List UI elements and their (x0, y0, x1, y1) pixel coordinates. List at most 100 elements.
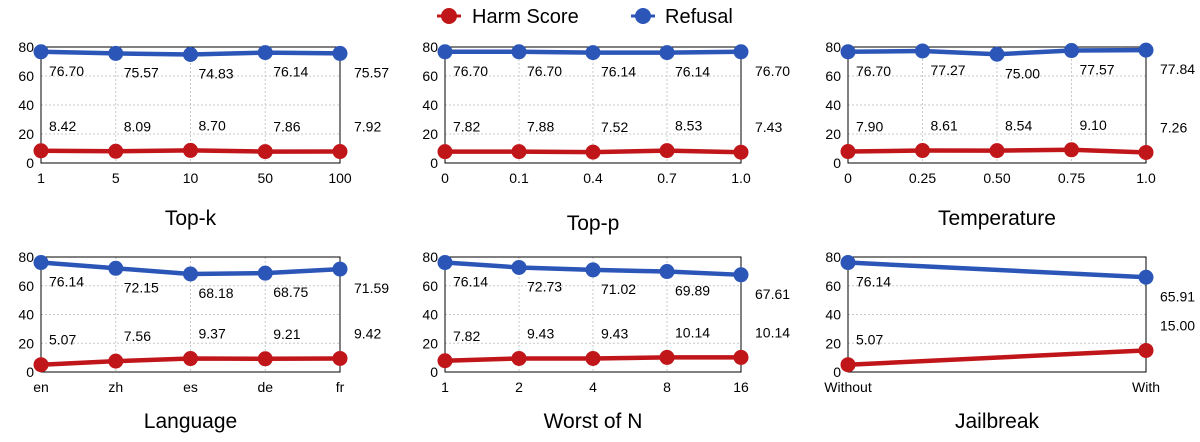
plot-frame (847, 256, 1147, 373)
data-point (183, 351, 198, 367)
data-label: 76.70 (856, 63, 891, 79)
data-label: 74.83 (199, 65, 234, 81)
data-point (1138, 342, 1154, 358)
chart-panel: 0 20 40 60 80 1 5 10 50 100 76.70 75.57 74.83 76.14 75… (18, 39, 389, 230)
x-tick-label: 0.4 (583, 170, 603, 186)
data-label: 76.14 (856, 274, 891, 290)
data-label: 67.61 (755, 286, 790, 302)
x-tick-label: 8 (663, 379, 671, 395)
x-tick-label: 0.1 (509, 170, 529, 186)
y-tick-label: 0 (26, 155, 34, 171)
x-tick-label: 1 (441, 379, 449, 395)
plot-frame (40, 256, 341, 373)
chart-panel: 0 20 40 60 80 Without With 76.14 65.91 5.07 15.00 J… (824, 249, 1195, 433)
y-tick-label: 0 (430, 155, 438, 171)
x-tick-label: 0.75 (1058, 170, 1085, 186)
x-tick-label: 16 (733, 379, 749, 395)
data-label: 9.42 (354, 325, 381, 341)
data-point (332, 350, 348, 366)
data-label: 76.14 (273, 64, 308, 80)
chart-panel: 0 20 40 60 80 1 2 4 8 16 76.14 72.73 71.02 69.89 67.61… (422, 249, 790, 433)
data-label: 10.14 (675, 324, 710, 340)
data-point (332, 45, 348, 61)
data-point (1064, 142, 1079, 158)
data-label: 76.70 (49, 63, 84, 79)
y-tick-label: 0 (430, 364, 438, 380)
y-tick-label: 0 (833, 155, 841, 171)
y-tick-label: 60 (422, 278, 438, 294)
data-point (585, 350, 601, 366)
data-label: 9.10 (1080, 117, 1107, 133)
y-tick-label: 80 (18, 249, 34, 265)
data-point (108, 143, 124, 159)
x-tick-label: 0.7 (657, 170, 677, 186)
y-tick-label: 20 (18, 126, 34, 142)
data-point (108, 353, 124, 369)
data-label: 9.21 (273, 326, 300, 342)
data-point (511, 144, 527, 160)
data-point (257, 144, 273, 160)
data-label: 72.73 (527, 278, 562, 294)
x-tick-label: 2 (515, 379, 523, 395)
data-point (183, 46, 198, 62)
data-point (511, 44, 527, 60)
data-point (585, 144, 601, 160)
data-label: 8.70 (199, 117, 226, 133)
legend-marker-refusal (635, 8, 651, 24)
data-label: 75.00 (1005, 65, 1040, 81)
data-point (332, 144, 348, 160)
series-line (847, 348, 1147, 367)
data-label: 76.70 (527, 63, 562, 79)
data-label: 7.88 (527, 119, 554, 135)
data-point (437, 44, 453, 60)
data-label: 9.37 (199, 326, 226, 342)
data-point (33, 357, 49, 373)
data-point (659, 264, 675, 280)
data-point (437, 144, 453, 160)
data-point (989, 143, 1005, 159)
data-label: 15.00 (1160, 317, 1195, 333)
data-point (108, 45, 124, 61)
x-tick-label: 0 (441, 170, 449, 186)
data-point (840, 357, 856, 373)
y-tick-label: 40 (825, 307, 841, 323)
data-point (659, 349, 675, 365)
data-point (1064, 43, 1079, 59)
y-tick-label: 80 (825, 249, 841, 265)
x-tick-label: Without (824, 379, 872, 395)
data-point (437, 255, 453, 271)
y-tick-label: 60 (422, 68, 438, 84)
data-point (183, 142, 198, 158)
data-label: 5.07 (856, 332, 883, 348)
data-label: 7.52 (601, 119, 628, 135)
data-point (1138, 269, 1154, 285)
data-label: 68.75 (273, 284, 308, 300)
data-label: 9.43 (527, 325, 554, 341)
data-point (989, 46, 1005, 62)
data-label: 7.43 (755, 119, 782, 135)
data-label: 77.84 (1160, 61, 1195, 77)
data-point (1138, 144, 1154, 160)
data-point (257, 45, 273, 61)
panel-title: Top-k (165, 207, 217, 230)
data-point (33, 143, 49, 159)
data-label: 76.14 (49, 274, 84, 290)
data-point (511, 259, 527, 275)
x-tick-label: 10 (183, 170, 199, 186)
legend-label-refusal: Refusal (665, 6, 733, 28)
data-label: 7.82 (453, 328, 480, 344)
panel-title: Language (144, 410, 237, 433)
x-tick-label: 1 (37, 170, 45, 186)
y-tick-label: 40 (18, 97, 34, 113)
y-tick-label: 60 (18, 278, 34, 294)
data-label: 75.57 (124, 64, 159, 80)
y-tick-label: 40 (18, 307, 34, 323)
data-label: 69.89 (675, 283, 710, 299)
data-label: 72.15 (124, 279, 159, 295)
data-label: 8.61 (931, 118, 958, 134)
data-point (659, 143, 675, 159)
data-point (33, 255, 49, 271)
x-tick-label: 5 (112, 170, 120, 186)
